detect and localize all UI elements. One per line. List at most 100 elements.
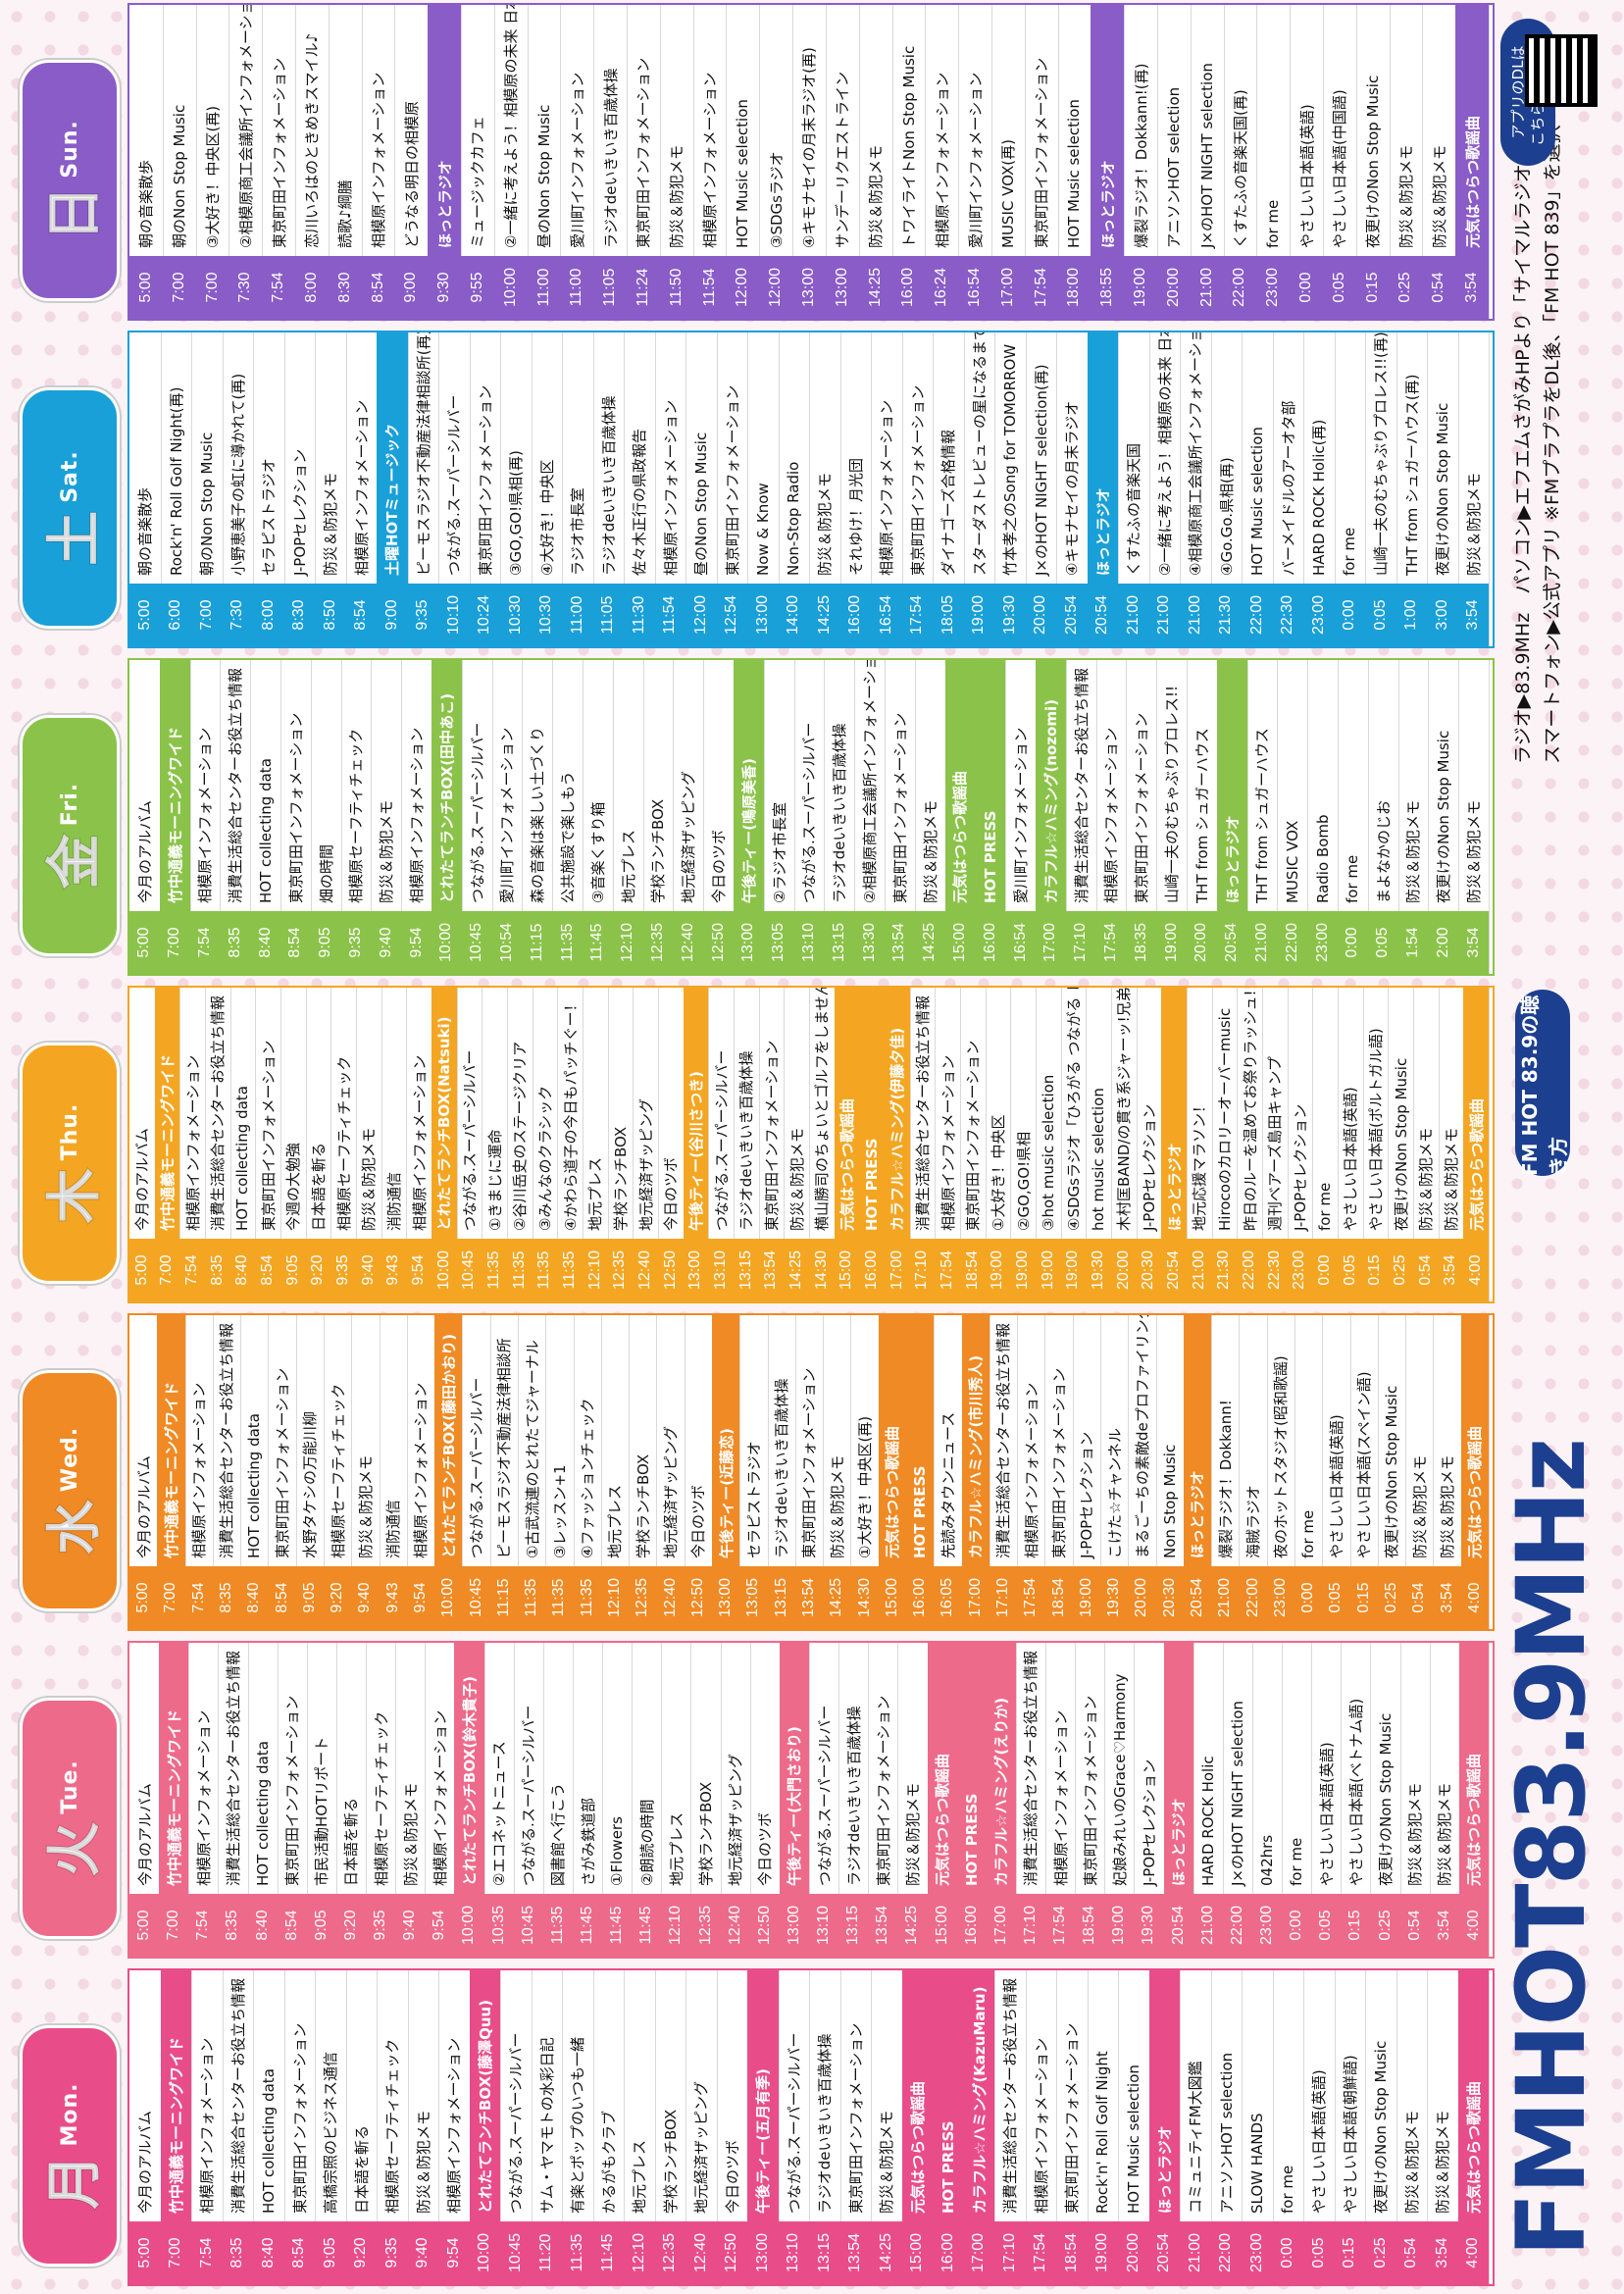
schedule-row: 12:50 今日のツボ xyxy=(684,1315,713,1629)
time-slot: 5:00 xyxy=(129,2221,161,2284)
time-slot: 12:00 xyxy=(759,256,793,319)
schedule-row: 16:54 相模原インフォメーション xyxy=(871,332,903,646)
time-slot: 13:00 xyxy=(792,256,826,319)
schedule-row: 19:00 J-POPセレクション xyxy=(1072,1315,1101,1629)
schedule-row: 9:35 相模原セーフティチェック xyxy=(377,1970,409,2284)
program-title: 昨日のルーを温めてお祭りラッシュ!! xyxy=(1241,988,1259,1231)
schedule-row: 17:00 カラフル☆ハミング(nozomi) xyxy=(1036,660,1067,974)
program-title: 横山勝司のちょいとゴルフをしませんか xyxy=(813,988,832,1231)
program-title: HARD ROCK Holic xyxy=(1198,1756,1217,1886)
program-title: どうなる明日の相模原 xyxy=(402,100,421,248)
time-slot: 17:00 xyxy=(990,256,1025,319)
day-english: Fri. xyxy=(57,782,82,827)
program-title: ほっとラジオ xyxy=(1098,160,1117,248)
time-slot: 9:00 xyxy=(394,256,429,319)
schedule-row: 0:54 防災＆防犯メモ xyxy=(1396,1970,1428,2284)
program-title: 木村匡BAND/の貫き系ジャーッ!兄弟の部屋 xyxy=(1115,988,1134,1231)
program-title: 防災＆防犯メモ xyxy=(1439,1454,1457,1558)
schedule-row: 11:35 ④ファッションチェック xyxy=(573,1315,602,1629)
time-slot: 19:00 xyxy=(985,1239,1011,1301)
time-slot: 9:05 xyxy=(306,1894,336,1957)
schedule-row: 18:00 HOT Music selection xyxy=(1057,5,1092,319)
program-title: ラジオdeいきいき百歳体操 xyxy=(737,1050,756,1231)
program-title: ラジオdeいきいき百歳体操 xyxy=(599,395,618,576)
program-title: ほっとラジオ xyxy=(1223,815,1242,903)
program-title: ダイナゴーズ合格情報 xyxy=(939,430,958,576)
schedule-row: 22:00 J×のHOT NIGHT selection xyxy=(1222,1643,1253,1957)
time-slot: 0:15 xyxy=(1334,2221,1365,2284)
program-title: ピーモスラジオ不動産法律相談所(再) xyxy=(414,332,432,576)
program-title: 東京町田インフォメーション xyxy=(846,2022,865,2214)
schedule-row: 9:05 高橋宗照のビジネス通信 xyxy=(315,1970,347,2284)
program-title: Hirocoのカロリーオーバーmusic xyxy=(1215,1007,1234,1231)
time-slot: 11:45 xyxy=(592,2221,624,2284)
qr-code-icon[interactable] xyxy=(1525,34,1598,107)
schedule-row: 19:00 Rock'n' Roll Golf Night xyxy=(1087,1970,1119,2284)
schedule-row: 14:00 Non-Stop Radio xyxy=(778,332,810,646)
program-title: ③GO,GO!県相(再) xyxy=(507,450,526,576)
program-title: ラジオ市長室 xyxy=(569,487,587,576)
program-title: 相模原インフォメーション xyxy=(701,72,720,248)
day-header-sun: 日 Sun. xyxy=(20,60,120,301)
schedule-row: 23:00 夜のホットスタジオ(昭和歌謡) xyxy=(1266,1315,1295,1629)
program-title: 爆裂ラジオ！Dokkann! xyxy=(1216,1400,1235,1558)
time-slot: 15:00 xyxy=(944,911,976,974)
schedule-row: 11:00 ラジオ市長室 xyxy=(562,332,594,646)
time-slot: 0:54 xyxy=(1422,256,1456,319)
day-english: Thu. xyxy=(57,1102,82,1161)
schedule-row: 15:00 元気はつらつ歌謡曲 xyxy=(901,1970,934,2284)
program-title: 朝の音楽散歩 xyxy=(137,159,156,248)
schedule-row: 9:05 今週の大勉強 xyxy=(280,988,307,1301)
schedule-row: 4:00 元気はつらつ歌謡曲 xyxy=(1457,1970,1490,2284)
time-slot: 22:00 xyxy=(1210,2221,1242,2284)
schedule-row: 9:20 日本語を斬る xyxy=(305,988,332,1301)
time-slot: 14:30 xyxy=(809,1239,835,1301)
program-title: 有楽とポップのいつも一緒 xyxy=(569,2036,587,2214)
program-title: THT from シュガーハウス xyxy=(1193,728,1211,903)
time-slot: 0:25 xyxy=(1377,1566,1406,1629)
time-slot: 8:35 xyxy=(212,1566,241,1629)
schedule-row: 7:30 小野恵美子の虹に導かれて(再) xyxy=(222,332,254,646)
time-slot: 9:35 xyxy=(340,911,372,974)
schedule-row: 13:54 東京町田インフォメーション xyxy=(885,660,916,974)
program-title: HOT PRESS xyxy=(939,2120,957,2214)
program-title: ①古武流連のとれたてジャーナル xyxy=(523,1340,541,1558)
time-slot: 21:30 xyxy=(1211,1239,1238,1301)
time-slot: 4:00 xyxy=(1458,1894,1489,1957)
schedule-row: 12:50 今日のツボ xyxy=(716,1970,748,2284)
time-slot: 13:54 xyxy=(794,1566,824,1629)
time-slot: 6:00 xyxy=(160,584,191,646)
time-slot: 0:00 xyxy=(1338,911,1368,974)
schedule-row: 11:54 相模原インフォメーション xyxy=(692,5,728,319)
time-slot: 13:10 xyxy=(778,2221,809,2284)
program-title: 元気はつらつ歌謡曲 xyxy=(934,1753,952,1886)
time-slot: 0:25 xyxy=(1370,1894,1400,1957)
time-slot: 8:54 xyxy=(255,1239,280,1301)
program-title: THT from シュガーハウス(再) xyxy=(1402,374,1421,576)
schedule-row: 0:05 やさしい日本語(英語) xyxy=(1322,1315,1351,1629)
time-slot: 21:00 xyxy=(1190,256,1224,319)
time-slot: 11:45 xyxy=(632,1894,662,1957)
program-title: 相模原インフォメーション xyxy=(939,1054,957,1231)
program-title: 元気はつらつ歌謡曲 xyxy=(1467,1097,1486,1231)
schedule-row: 10:24 東京町田インフォメーション xyxy=(469,332,501,646)
schedule-row: 9:55 ミュージックカフェ xyxy=(461,5,495,319)
program-title: 防災＆防犯メモ xyxy=(1430,144,1448,248)
program-title: 消費生活総合センターお役立ち情報 xyxy=(227,667,245,903)
schedule-row: 3:54 元気はつらつ歌謡曲 xyxy=(1455,5,1490,319)
time-slot: 11:05 xyxy=(592,584,624,646)
time-slot: 9:20 xyxy=(305,1239,331,1301)
program-title: 防災＆防犯メモ xyxy=(322,472,340,576)
program-title: 元気はつらつ歌謡曲 xyxy=(1464,2080,1483,2214)
schedule-row: 20:00 木村匡BAND/の貫き系ジャーッ!兄弟の部屋 xyxy=(1111,988,1138,1301)
program-title: 相模原インフォメーション xyxy=(412,1382,431,1558)
schedule-row: 9:35 ピーモスラジオ不動産法律相談所(再) xyxy=(407,332,439,646)
schedule-row: 13:00 ④キモナセイの月末ラジオ(再) xyxy=(792,5,827,319)
time-slot: 9:54 xyxy=(406,1239,431,1301)
schedule-row: 0:15 夜更けのNon Stop Music xyxy=(1355,5,1391,319)
program-title: 畑の時間 xyxy=(317,843,335,903)
program-title: 朝のNon Stop Music xyxy=(198,432,217,576)
program-title: 相模原インフォメーション xyxy=(352,399,371,576)
program-title: やさしい日本語(英語) xyxy=(1327,1414,1345,1558)
